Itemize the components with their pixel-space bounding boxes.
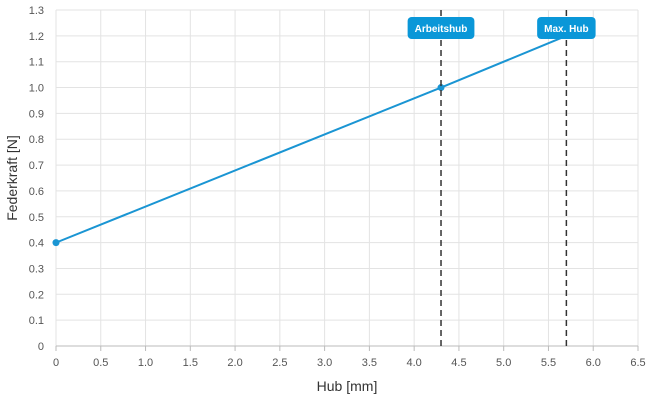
y-tick-label: 0.2	[29, 289, 44, 301]
x-tick-label: 2.5	[272, 357, 287, 369]
y-axis-title: Federkraft [N]	[4, 135, 20, 221]
y-tick-label: 0.3	[29, 263, 44, 275]
axes: 0 0.5 1.0 1.5 2.0 2.5 3.0 3.5 4.0 4.5 5.0 5.5 6.0 6.5…	[29, 5, 646, 369]
y-tick-label: 0.9	[29, 108, 44, 120]
x-tick-label: 6.5	[630, 357, 645, 369]
x-tick-label: 5.0	[496, 357, 511, 369]
x-tick-label: 4.0	[407, 357, 422, 369]
x-tick-label: 3.5	[362, 357, 377, 369]
x-axis-title: Hub [mm]	[317, 378, 378, 394]
y-tick-label: 1.1	[29, 57, 44, 69]
x-tick-label: 1.0	[138, 357, 153, 369]
grid	[55, 9, 639, 347]
reference-label-text: Max. Hub	[544, 24, 588, 35]
reference-label: Max. Hub	[537, 17, 596, 39]
reference-label-box	[407, 17, 475, 39]
series-layer	[52, 34, 567, 247]
reference-label-text: Arbeitshub	[415, 24, 468, 35]
y-tick-label: 0.4	[29, 238, 44, 250]
x-tick-label: 3.0	[317, 357, 332, 369]
y-tick-label: 1.3	[29, 5, 44, 17]
data-point	[437, 84, 445, 92]
reference-label: Arbeitshub	[407, 17, 475, 39]
x-tick-label: 4.5	[451, 357, 466, 369]
y-tick-label: 0.1	[29, 315, 44, 327]
y-tick-label: 0.7	[29, 160, 44, 172]
y-tick-label: 1.2	[29, 31, 44, 43]
y-tick-label: 0.5	[29, 212, 44, 224]
x-tick-label: 2.0	[227, 357, 242, 369]
y-tick-label: 1.0	[29, 83, 44, 95]
x-tick-label: 0.5	[93, 357, 108, 369]
data-point	[52, 239, 60, 247]
x-tick-label: 0	[53, 357, 59, 369]
y-tick-label: 0	[38, 341, 44, 353]
reference-label-box	[537, 17, 596, 39]
x-tick-label: 6.0	[586, 357, 601, 369]
reference-lines: Arbeitshub Max. Hub	[407, 10, 596, 346]
y-tick-label: 0.6	[29, 186, 44, 198]
x-tick-label: 1.5	[183, 357, 198, 369]
x-tick-label: 5.5	[541, 357, 556, 369]
y-tick-label: 0.8	[29, 134, 44, 146]
